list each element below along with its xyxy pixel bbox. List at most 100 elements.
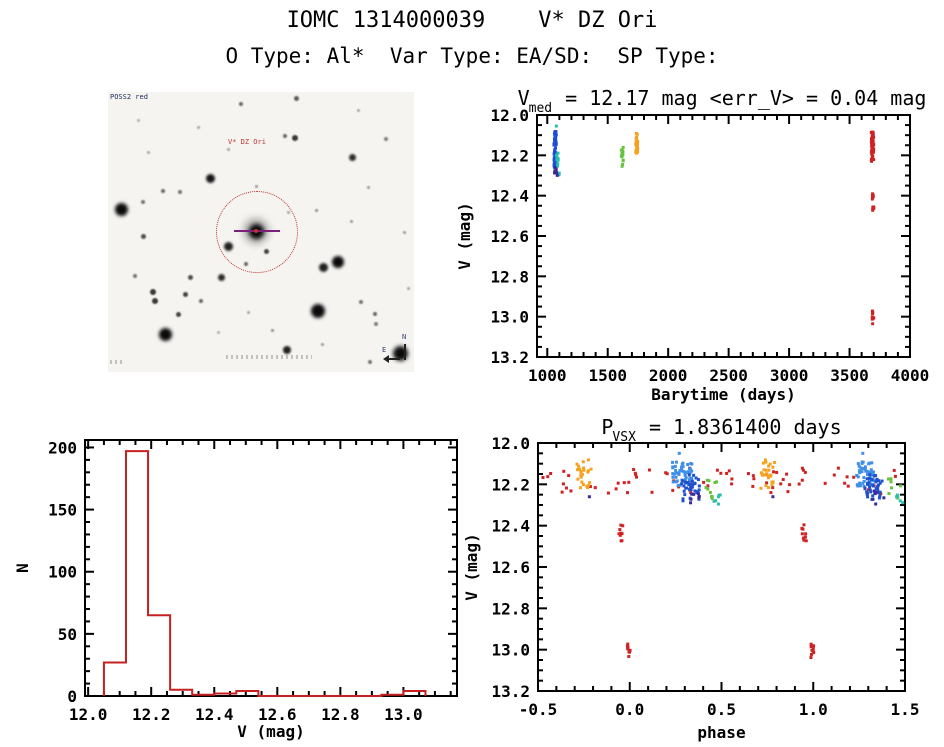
star [178,190,182,194]
svg-text:0.5: 0.5 [707,700,736,719]
svg-text:12.8: 12.8 [491,599,530,618]
svg-text:2000: 2000 [649,366,688,385]
star [384,137,388,141]
corner-smudge [110,360,122,364]
svg-text:12.0: 12.0 [490,108,529,125]
star [318,262,328,272]
star [348,153,356,161]
star [368,360,372,364]
svg-text:200: 200 [48,438,77,457]
star [373,312,377,316]
star [133,274,137,278]
compass-east-arrowhead [383,355,389,363]
svg-text:12.2: 12.2 [490,146,529,165]
star [374,322,378,326]
survey-label: POSS2 red [110,93,148,101]
svg-text:V (mag): V (mag) [237,722,304,741]
star [136,118,140,122]
star [152,298,158,304]
star [320,342,324,346]
phase-title: PVSX = 1.8361400 days [601,415,842,445]
svg-text:13.0: 13.0 [384,705,423,724]
svg-text:13.2: 13.2 [491,682,530,701]
star [254,184,258,188]
svg-text:12.6: 12.6 [491,558,530,577]
svg-text:1.0: 1.0 [799,700,828,719]
svg-text:1.5: 1.5 [891,700,920,719]
svg-text:150: 150 [48,501,77,520]
svg-text:phase: phase [697,723,745,742]
svg-text:12.0: 12.0 [69,705,108,724]
compass-icon: N E [382,332,412,368]
finding-chart: POSS2 red V* DZ Ori N E [108,92,414,372]
svg-text:12.2: 12.2 [491,475,530,494]
star [226,147,230,151]
compass-north-axis [404,344,406,360]
star [402,230,406,234]
svg-text:1500: 1500 [588,366,627,385]
star [349,219,353,223]
lightcurve-title: Vmed = 12.17 mag <err_V> = 0.04 mag [517,86,927,116]
star [356,108,360,112]
page-title: IOMC 1314000039 V* DZ Ori [286,8,658,33]
svg-text:12.4: 12.4 [491,517,530,536]
star [406,286,410,290]
star [175,311,181,317]
svg-text:Barytime (days): Barytime (days) [651,385,796,404]
star [114,202,128,216]
target-marker-icon [254,229,258,233]
star [366,185,370,189]
star [150,289,156,295]
star [187,274,193,280]
svg-text:12.4: 12.4 [195,705,234,724]
star [182,291,188,297]
svg-text:13.2: 13.2 [490,348,529,367]
svg-text:12.6: 12.6 [490,227,529,246]
compass-north-label: N [402,333,407,341]
star [283,134,287,138]
svg-text:N: N [13,563,32,573]
svg-text:V (mag): V (mag) [462,533,481,600]
star [283,346,291,354]
star [205,173,215,183]
star [161,189,165,193]
svg-text:1000: 1000 [528,366,567,385]
svg-text:13.0: 13.0 [491,641,530,660]
star [141,200,145,204]
histogram-plot: 12.0 12.2 12.4 12.6 12.8 13.0 0 50 100 150 200 V (m… [13,438,458,741]
svg-text:12.0: 12.0 [491,435,530,453]
svg-text:12.8: 12.8 [321,705,360,724]
object-types-line: O Type: Al* Var Type: EA/SD: SP Type: [225,44,719,68]
star [239,102,243,106]
svg-text:V (mag): V (mag) [455,202,474,269]
svg-text:100: 100 [48,563,77,582]
svg-text:-0.5: -0.5 [519,700,558,719]
star [314,208,318,212]
svg-text:50: 50 [58,625,77,644]
svg-text:12.8: 12.8 [490,267,529,286]
lightcurve-plot: 1000 1500 2000 2500 3000 3500 4000 12.0 12.2 12.4… [455,108,930,404]
star [359,300,363,304]
star [270,328,274,332]
svg-text:0.0: 0.0 [615,700,644,719]
svg-text:12.2: 12.2 [132,705,171,724]
svg-text:0: 0 [67,687,77,706]
star [216,330,220,334]
svg-text:13.0: 13.0 [490,308,529,327]
target-name-label: V* DZ Ori [228,138,266,146]
star [140,233,146,239]
compass-east-label: E [382,346,387,354]
star [293,95,299,101]
phase-plot: -0.5 0.0 0.5 1.0 1.5 12.0 12.2 12.4 12.6 12.8 13.0… [462,435,920,742]
star [246,310,250,314]
star [292,135,298,141]
svg-text:3500: 3500 [830,366,869,385]
aperture-circle [216,191,298,273]
star [196,125,200,129]
star [158,327,172,341]
svg-text:4000: 4000 [891,366,930,385]
star [332,256,344,268]
svg-text:12.4: 12.4 [490,187,529,206]
compass-east-axis [386,358,400,360]
